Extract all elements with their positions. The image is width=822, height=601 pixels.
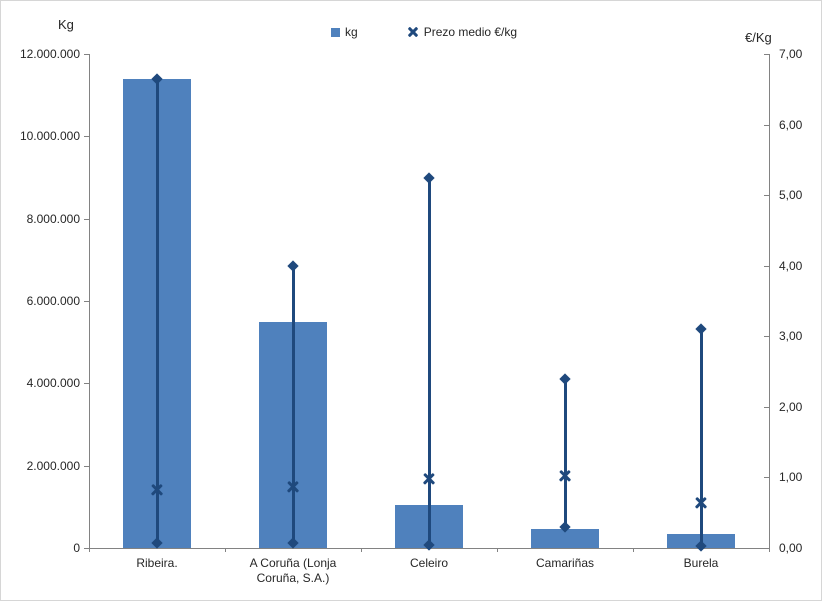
right-axis-tick <box>764 54 769 55</box>
right-axis-tick <box>764 336 769 338</box>
mean-price-x-marker <box>150 483 164 497</box>
right-axis-line <box>769 54 770 548</box>
left-axis-tick-label: 6.000.000 <box>26 294 80 308</box>
right-axis-tick <box>764 477 769 479</box>
right-axis-title: €/Kg <box>745 30 772 45</box>
high-marker-diamond <box>423 171 435 184</box>
right-axis-tick <box>764 548 769 549</box>
right-axis-tick <box>764 406 769 408</box>
left-axis-tick <box>84 383 89 385</box>
highlow-line <box>699 329 703 546</box>
x-axis-category-label: Camariñas <box>535 556 595 570</box>
category-boundary-tick <box>361 548 362 552</box>
bar-series-swatch-icon <box>331 27 340 37</box>
x-axis-category-label: Celeiro <box>409 556 448 570</box>
right-axis-tick-label: 5,00 <box>779 188 803 203</box>
category-boundary-tick <box>633 548 634 552</box>
category-boundary-tick <box>769 548 770 552</box>
right-axis-tick-label: 2,00 <box>779 399 803 414</box>
x-axis-category-label: A Coruña (Lonja Coruña, S.A.) <box>249 556 337 585</box>
right-axis-tick-label: 3,00 <box>779 329 803 344</box>
right-axis-tick-label: 6,00 <box>779 117 803 132</box>
left-axis-tick <box>84 465 89 467</box>
legend-item-prezo-medio: Prezo medio €/kg <box>408 25 517 39</box>
legend: kg Prezo medio €/kg <box>331 25 517 39</box>
legend-label-kg: kg <box>345 25 358 39</box>
mean-price-x-marker <box>694 496 708 510</box>
highlow-line <box>427 177 431 546</box>
high-marker-diamond <box>695 323 707 335</box>
left-axis-tick <box>84 218 89 220</box>
high-marker-diamond <box>287 260 299 272</box>
legend-label-prezo-medio: Prezo medio €/kg <box>423 25 518 39</box>
left-axis-tick-label: 10.000.000 <box>19 129 80 144</box>
x-marker-icon <box>408 27 419 38</box>
left-axis-tick-label: 12.000.000 <box>19 47 80 61</box>
left-axis-tick-label: 8.000.000 <box>26 211 80 226</box>
category-boundary-tick <box>89 548 90 552</box>
left-axis-tick <box>84 301 89 302</box>
highlow-line <box>563 378 567 527</box>
high-marker-diamond <box>559 372 571 385</box>
left-axis-tick-label: 2.000.000 <box>26 458 80 473</box>
highlow-line <box>155 78 159 544</box>
right-axis-tick-label: 7,00 <box>779 47 803 61</box>
left-axis-title: Kg <box>58 17 74 32</box>
right-axis-tick-label: 0,00 <box>779 541 803 555</box>
right-axis-tick-label: 1,00 <box>779 470 803 485</box>
x-axis-category-label: Ribeira. <box>136 556 178 570</box>
bar-kg-4 <box>531 529 599 548</box>
left-axis-line <box>89 54 90 548</box>
highlow-line <box>291 265 295 544</box>
left-axis-tick <box>84 548 89 549</box>
mean-price-x-marker <box>422 472 436 486</box>
category-boundary-tick <box>225 548 226 552</box>
left-axis-tick-label: 0 <box>73 541 80 555</box>
x-axis-category-label: Burela <box>683 556 719 570</box>
legend-item-kg: kg <box>331 25 358 39</box>
right-axis-tick <box>764 195 769 197</box>
right-axis-tick <box>764 265 769 267</box>
left-axis-tick <box>84 136 89 138</box>
mean-price-x-marker <box>286 480 300 494</box>
right-axis-tick-label: 4,00 <box>779 258 803 273</box>
right-axis-tick <box>764 124 769 126</box>
left-axis-tick <box>84 54 89 55</box>
left-axis-tick-label: 4.000.000 <box>26 376 80 391</box>
mean-price-x-marker <box>558 469 572 483</box>
category-boundary-tick <box>497 548 498 552</box>
